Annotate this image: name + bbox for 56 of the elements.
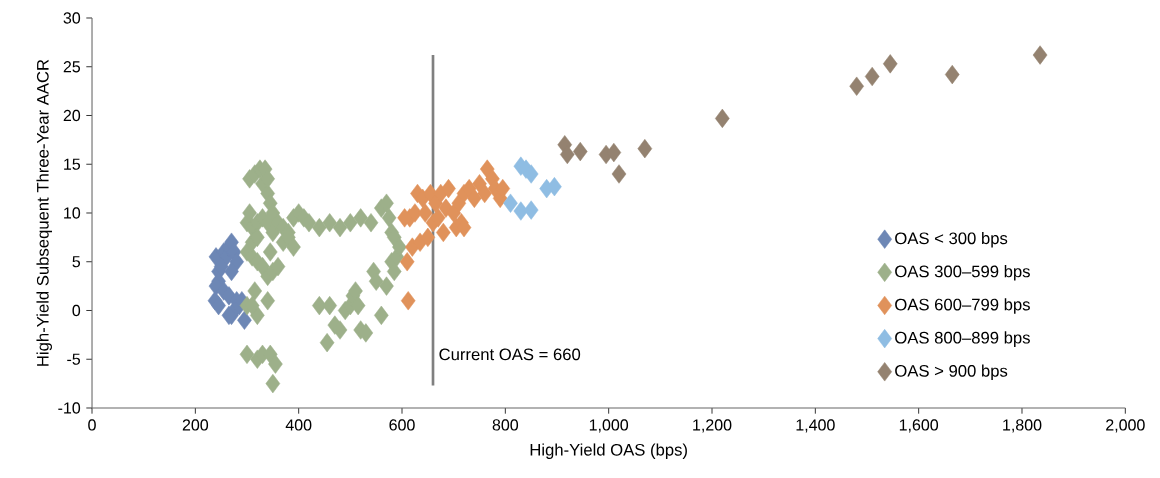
- point: [849, 76, 864, 96]
- legend-label: OAS 600–799 bps: [895, 298, 1030, 314]
- point: [611, 164, 627, 184]
- legend-label: OAS 800–899 bps: [895, 331, 1030, 347]
- point: [400, 291, 416, 311]
- point: [237, 310, 252, 330]
- point: [417, 203, 433, 223]
- point: [523, 164, 539, 184]
- y-tick-label: 25: [63, 61, 81, 73]
- y-tick-label: 10: [64, 207, 81, 219]
- point: [441, 179, 456, 199]
- point: [572, 141, 588, 162]
- y-tick-label: 20: [63, 109, 81, 122]
- point: [864, 66, 880, 87]
- point: [523, 200, 539, 220]
- x-tick-label: 0: [88, 419, 96, 431]
- legend-label: OAS 300–599 bps: [895, 265, 1030, 281]
- point: [715, 108, 730, 129]
- point: [399, 252, 415, 272]
- point: [1032, 45, 1048, 65]
- point: [944, 64, 960, 85]
- point: [606, 142, 622, 163]
- y-tick-label: 0: [72, 304, 81, 317]
- legend-label: OAS < 300 bps: [895, 231, 1008, 248]
- legend-label: OAS > 900 bps: [895, 364, 1008, 381]
- point: [467, 188, 482, 208]
- y-tick-label: 30: [63, 12, 81, 24]
- point: [436, 222, 451, 243]
- y-tick-label: -10: [58, 402, 81, 414]
- point: [547, 177, 562, 197]
- x-tick-label: 200: [182, 419, 209, 431]
- y-tick-label: -5: [67, 353, 81, 365]
- x-tick-label: 1,200: [693, 419, 732, 433]
- y-tick-label: 5: [72, 256, 81, 268]
- point: [211, 296, 226, 316]
- y-axis-title: High-Yield Subsequent Three-Year AACR: [36, 59, 52, 366]
- point: [477, 183, 492, 204]
- x-tick-label: 1,400: [796, 419, 835, 433]
- point: [224, 261, 239, 282]
- point: [420, 227, 436, 247]
- point: [560, 144, 575, 165]
- x-tick-label: 1,800: [1003, 419, 1042, 433]
- x-tick-label: 2,000: [1106, 419, 1145, 433]
- point: [495, 179, 511, 199]
- x-tick-label: 1,600: [899, 419, 939, 433]
- ref-line-label: Current OAS = 660: [439, 348, 581, 361]
- y-tick-label: 15: [64, 158, 81, 170]
- point: [882, 54, 898, 74]
- point: [430, 208, 446, 228]
- x-axis-title: High-Yield OAS (bps): [530, 443, 687, 459]
- x-tick-label: 800: [492, 419, 519, 431]
- x-tick-label: 1,000: [589, 419, 629, 433]
- x-tick-label: 400: [285, 419, 312, 431]
- point: [637, 139, 653, 159]
- x-tick-label: 600: [389, 419, 415, 431]
- point: [503, 193, 518, 213]
